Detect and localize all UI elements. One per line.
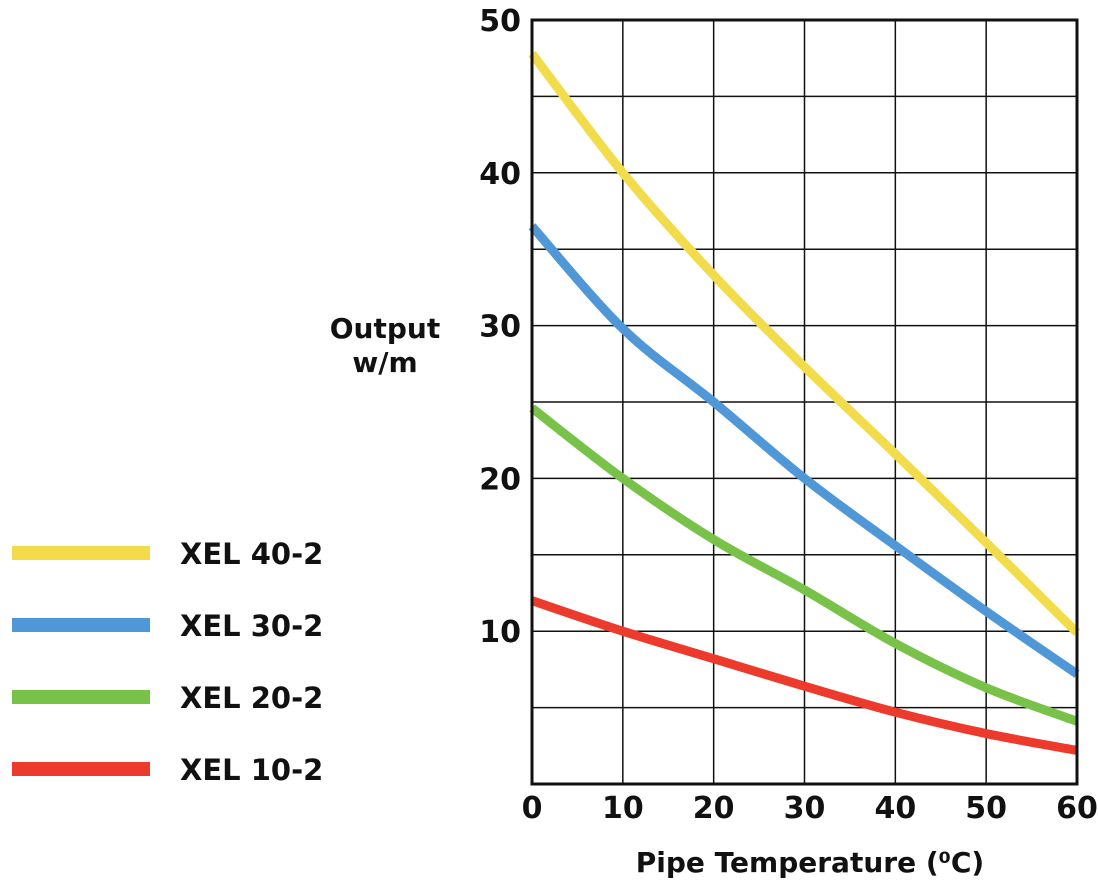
series-line-xel-40-2 [528,50,1081,636]
plot-frame [530,18,1079,786]
legend-label-xel-30-2: XEL 30-2 [180,609,323,643]
x-tick-label: 10 [602,791,644,826]
x-tick-label: 40 [874,791,916,826]
x-tick-label: 0 [522,791,543,826]
y-tick-label: 10 [479,615,521,650]
series-lines [528,50,1081,755]
x-tick-label: 20 [693,791,735,826]
x-tick-label: 60 [1056,791,1098,826]
y-tick-label: 30 [479,310,521,345]
x-tick-label: 30 [784,791,826,826]
legend-label-xel-40-2: XEL 40-2 [180,537,323,571]
grid [531,19,1078,785]
y-tick-label: 20 [479,462,521,497]
series-line-xel-20-2 [529,404,1079,726]
y-tick-labels: 10 20 30 40 50 [479,4,521,650]
y-axis-title-line2: w/m [352,346,417,379]
legend-label-xel-20-2: XEL 20-2 [180,681,323,715]
legend: XEL 40-2 XEL 30-2 XEL 20-2 XEL 10-2 [12,537,323,787]
y-tick-label: 50 [479,4,521,39]
x-axis-title: Pipe Temperature (⁰C) [636,846,984,879]
series-line-xel-30-2 [528,223,1080,678]
y-axis-title-line1: Output [330,312,440,345]
series-line-xel-10-2 [530,596,1078,755]
legend-label-xel-10-2: XEL 10-2 [180,753,323,787]
y-tick-label: 40 [479,157,521,192]
x-tick-labels: 0 10 20 30 40 50 60 [522,791,1098,826]
x-tick-label: 50 [965,791,1007,826]
